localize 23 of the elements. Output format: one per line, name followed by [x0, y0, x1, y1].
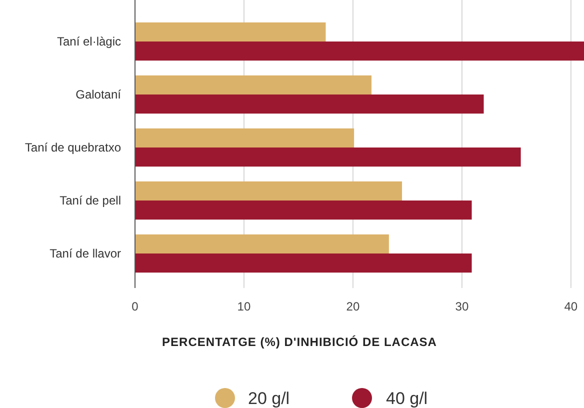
y-tick-label: Taní el·làgic: [56, 34, 121, 49]
bar: [135, 75, 372, 94]
y-tick-label: Taní de quebratxo: [24, 140, 122, 155]
x-tick-label: 40: [564, 300, 578, 314]
bar: [135, 148, 521, 167]
y-tick-label: Galotaní: [76, 88, 122, 102]
x-tick-label: 20: [346, 300, 360, 314]
legend-label: 20 g/l: [248, 388, 290, 408]
bar: [135, 22, 326, 42]
y-tick-label: Taní de pell: [60, 194, 121, 208]
bar: [135, 94, 484, 114]
bar: [135, 200, 472, 220]
legend-label: 40 g/l: [386, 388, 428, 408]
x-tick-label: 0: [132, 300, 139, 314]
x-tick-label: 30: [455, 300, 469, 314]
bar: [135, 234, 389, 254]
y-tick-label: Taní de llavor: [50, 246, 121, 261]
bar: [135, 254, 472, 273]
bar: [135, 181, 402, 200]
bar: [135, 128, 354, 148]
bar: [135, 42, 584, 61]
x-axis-title: PERCENTATGE (%) D'INHIBICIÓ DE LACASA: [162, 335, 437, 349]
x-tick-label: 10: [237, 300, 251, 314]
